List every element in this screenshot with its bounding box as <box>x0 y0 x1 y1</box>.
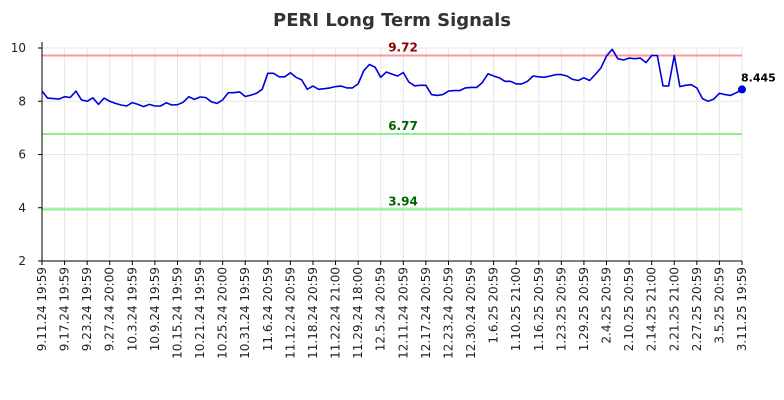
reference-line-label: 3.94 <box>388 194 418 208</box>
y-tick-label: 8 <box>18 94 26 108</box>
last-value-label: 8.445 <box>741 71 776 84</box>
x-tick-label: 10.15.24 19:59 <box>170 267 184 359</box>
x-tick-label: 10.31.24 19:59 <box>238 267 252 359</box>
x-tick-label: 11.18.24 20:59 <box>306 267 320 359</box>
x-tick-label: 9.17.24 19:59 <box>58 267 72 351</box>
reference-lines: 9.72 6.77 3.94 <box>42 40 742 211</box>
x-tick-label: 2.27.25 20:59 <box>690 267 704 351</box>
reference-line-label: 6.77 <box>388 119 418 133</box>
x-tick-label: 1.6.25 20:59 <box>487 267 501 344</box>
series-line <box>41 48 743 108</box>
x-tick-label: 10.21.24 19:59 <box>193 267 207 359</box>
x-tick-label: 2.14.25 21:00 <box>645 267 659 351</box>
x-tick-label: 2.21.25 21:00 <box>667 267 681 351</box>
y-tick-label: 6 <box>18 148 26 162</box>
x-tick-label: 9.11.24 19:59 <box>35 267 49 351</box>
chart-title: PERI Long Term Signals <box>273 10 511 31</box>
grid <box>41 47 743 262</box>
series-layer: 8.445 <box>41 48 776 108</box>
x-tick-labels: 9.11.24 19:59 9.17.24 19:59 9.23.24 19:59 9… <box>35 261 749 359</box>
x-tick-label: 10.9.24 19:59 <box>148 267 162 351</box>
x-tick-label: 11.6.24 20:59 <box>261 267 275 351</box>
y-tick-label: 10 <box>11 41 26 55</box>
x-tick-label: 3.5.25 20:59 <box>712 267 726 344</box>
x-tick-label: 11.12.24 20:59 <box>283 267 297 359</box>
x-tick-label: 1.29.25 20:59 <box>577 267 591 351</box>
x-tick-label: 9.27.24 20:00 <box>103 267 117 351</box>
last-point-marker <box>738 85 746 94</box>
x-tick-label: 10.25.24 20:00 <box>216 267 230 359</box>
x-tick-label: 10.3.24 19:59 <box>125 267 139 351</box>
x-tick-label: 11.22.24 21:00 <box>329 267 343 359</box>
x-tick-label: 3.11.25 19:59 <box>735 267 749 351</box>
x-tick-label: 9.23.24 19:59 <box>80 267 94 351</box>
x-tick-label: 2.4.25 20:59 <box>600 267 614 344</box>
y-tick-label: 2 <box>18 254 26 268</box>
axes <box>41 42 742 262</box>
x-tick-label: 1.10.25 21:00 <box>509 267 523 351</box>
x-tick-label: 1.16.25 20:59 <box>532 267 546 351</box>
y-tick-label: 4 <box>18 201 26 215</box>
x-tick-label: 11.29.24 18:00 <box>351 267 365 359</box>
x-tick-label: 12.17.24 20:59 <box>419 267 433 359</box>
x-tick-label: 12.11.24 20:59 <box>396 267 410 359</box>
y-tick-labels: 2 4 6 8 10 <box>11 41 42 268</box>
x-tick-label: 1.23.25 20:59 <box>554 267 568 351</box>
reference-line-label: 9.72 <box>388 40 418 54</box>
x-tick-label: 12.30.24 20:59 <box>464 267 478 359</box>
x-tick-label: 12.5.24 20:59 <box>374 267 388 351</box>
x-tick-label: 12.23.24 20:59 <box>441 267 455 359</box>
x-tick-label: 2.10.25 20:59 <box>622 267 636 351</box>
